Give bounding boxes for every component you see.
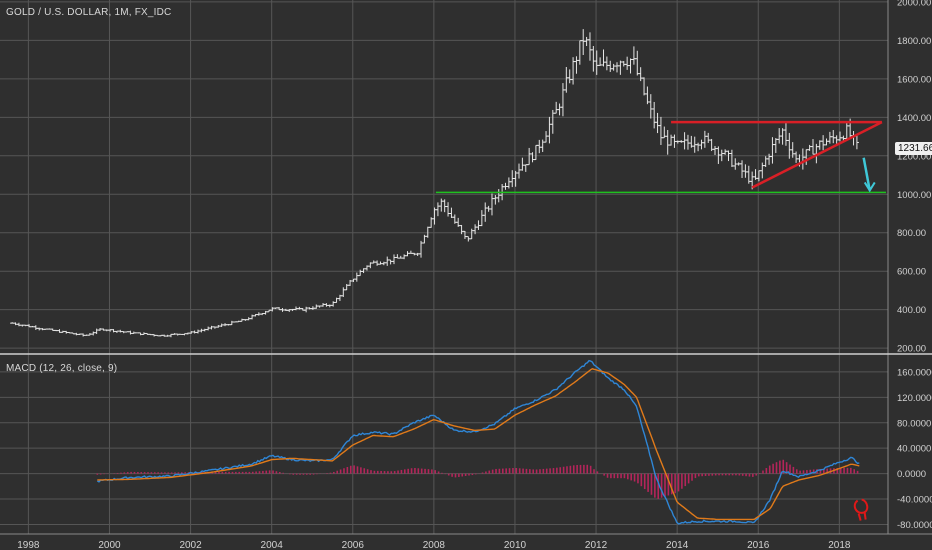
trendline-projection-arrow — [862, 157, 871, 191]
x-tick-label: 2006 — [342, 540, 365, 550]
macd-title: MACD (12, 26, close, 9) — [6, 363, 118, 374]
macd-line — [96, 359, 860, 525]
macd-tick-label: 40.0000 — [897, 444, 931, 455]
price-tick-label: 1200.00 — [897, 151, 931, 162]
last-price-label: 1231.66 — [895, 142, 932, 155]
macd-tick-label: 80.0000 — [897, 418, 931, 429]
price-tick-label: 400.00 — [897, 305, 926, 316]
price-tick-label: 200.00 — [897, 344, 926, 355]
macd-histogram — [96, 459, 859, 499]
x-tick-label: 2000 — [98, 540, 121, 550]
x-tick-label: 2008 — [423, 540, 446, 550]
projection-arrowhead — [863, 181, 876, 193]
ohlc-bars — [10, 29, 859, 338]
drawn-annotation — [853, 498, 869, 521]
x-tick-label: 2004 — [261, 540, 284, 550]
trendline-rising-support — [751, 121, 883, 189]
macd-tick-label: -40.0000 — [897, 495, 932, 506]
macd-tick-label: -80.0000 — [897, 520, 932, 531]
signal-line — [97, 368, 860, 521]
price-tick-label: 1000.00 — [897, 190, 931, 201]
price-tick-label: 800.00 — [897, 228, 926, 239]
x-tick-label: 2012 — [585, 540, 608, 550]
x-tick-label: 2018 — [828, 540, 851, 550]
macd-tick-label: 0.0000 — [897, 469, 926, 480]
x-tick-label: 2014 — [666, 540, 689, 550]
price-tick-label: 1800.00 — [897, 36, 931, 47]
x-tick-label: 1998 — [17, 540, 40, 550]
macd-tick-label: 160.0000 — [897, 367, 932, 378]
x-tick-label: 2010 — [504, 540, 527, 550]
price-tick-label: 600.00 — [897, 267, 926, 278]
x-tick-label: 2016 — [747, 540, 770, 550]
price-tick-label: 2000.00 — [897, 0, 931, 8]
price-tick-label: 1400.00 — [897, 113, 931, 124]
symbol-title: GOLD / U.S. DOLLAR, 1M, FX_IDC — [6, 7, 172, 18]
price-tick-label: 1600.00 — [897, 74, 931, 85]
macd-tick-label: 120.0000 — [897, 393, 932, 404]
x-tick-label: 2002 — [179, 540, 202, 550]
